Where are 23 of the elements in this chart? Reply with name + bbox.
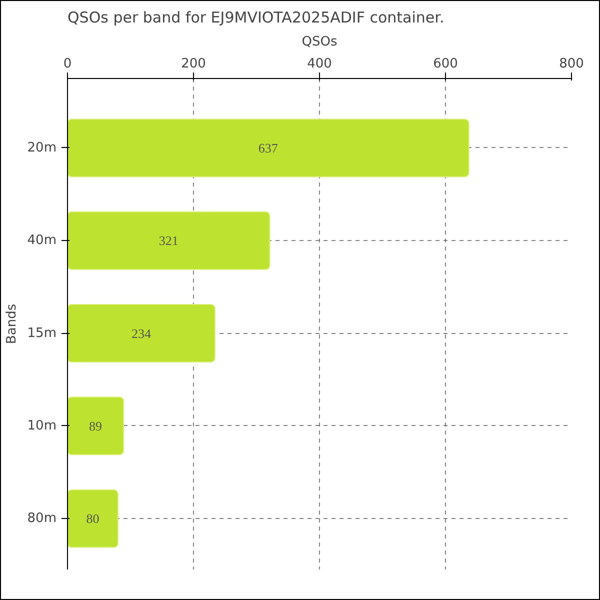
x-axis-title: QSOs [302,34,338,50]
data-label: 637 [258,140,278,156]
x-tick-label: 600 [433,56,458,72]
y-tick-label: 40m [27,233,57,248]
y-tick-label: 15m [27,326,57,341]
data-label: 321 [158,233,178,248]
y-axis-title: Bands [4,304,20,344]
bar [68,211,270,270]
x-tick-label: 0 [63,56,72,72]
x-tick-label: 200 [181,56,206,72]
bar [68,396,124,456]
bar [68,489,118,548]
data-label: 234 [131,326,152,341]
y-tick-label: 20m [27,140,57,156]
data-label: 89 [89,418,102,434]
bar [68,118,470,178]
bar [68,304,216,362]
y-tick-label: 80m [27,511,57,526]
chart-title: QSOs per band for EJ9MVIOTA2025ADIF container. [68,8,444,26]
x-tick-label: 400 [307,56,332,72]
x-tick-label: 800 [559,56,584,72]
y-tick-label: 10m [27,418,57,434]
data-label: 80 [86,511,100,526]
